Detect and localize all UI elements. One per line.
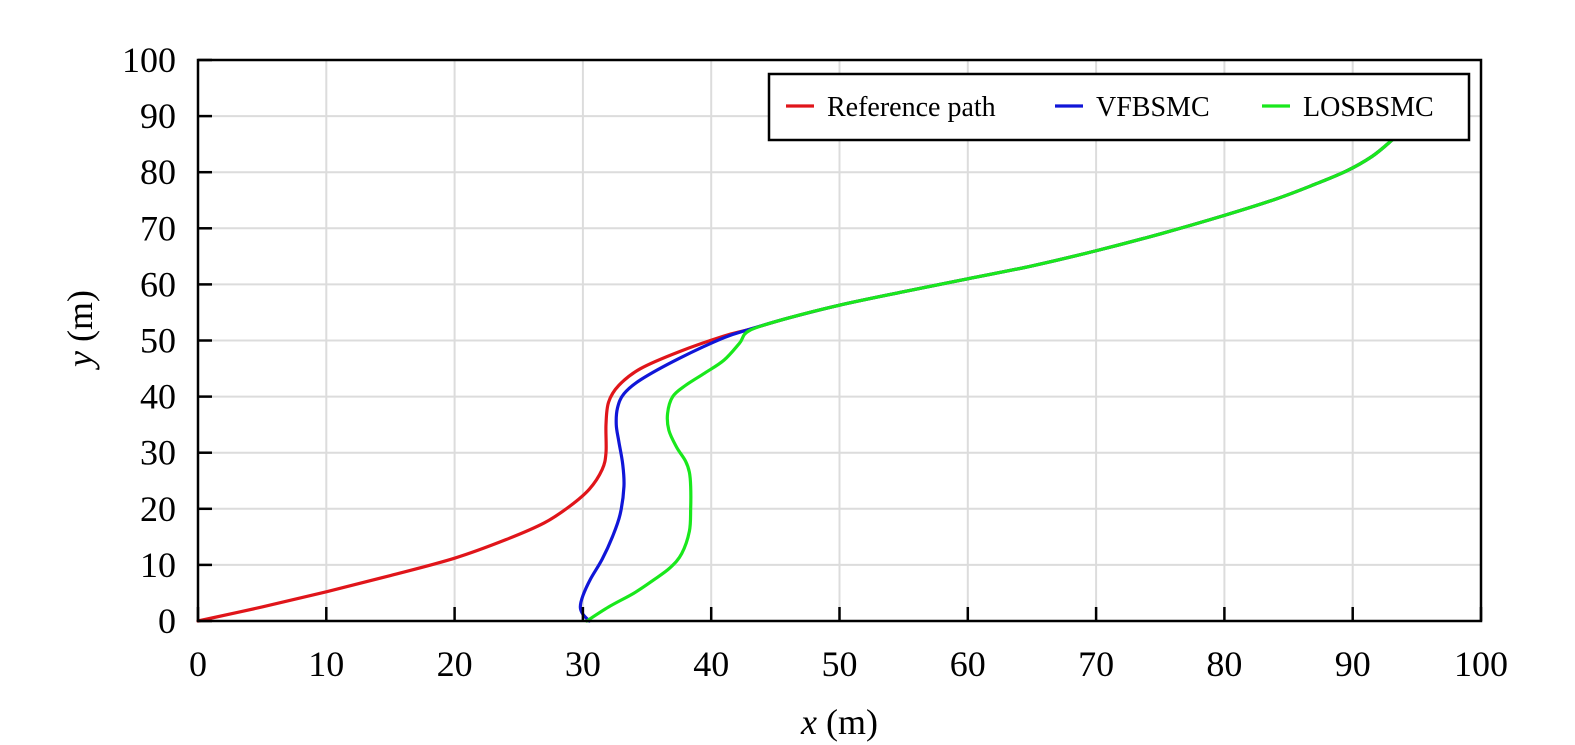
- x-tick-label: 0: [189, 644, 207, 684]
- y-tick-label: 80: [140, 152, 176, 192]
- y-axis-label-unit: (m): [60, 290, 100, 351]
- y-tick-label: 50: [140, 321, 176, 361]
- y-axis-label: y (m): [60, 290, 100, 370]
- x-tick-label: 60: [950, 644, 986, 684]
- y-tick-label: 60: [140, 264, 176, 304]
- legend: Reference path VFBSMC LOSBSMC: [767, 72, 1471, 142]
- x-tick-label: 80: [1206, 644, 1242, 684]
- x-tick-label: 20: [437, 644, 473, 684]
- y-tick-label: 40: [140, 377, 176, 417]
- y-tick-label: 90: [140, 96, 176, 136]
- y-tick-label: 20: [140, 489, 176, 529]
- x-tick-label: 100: [1454, 644, 1508, 684]
- x-axis-label-unit: (m): [817, 702, 878, 742]
- series-line-losbsmc: [585, 131, 1401, 623]
- y-tick-label: 70: [140, 208, 176, 248]
- y-tick-label: 100: [122, 40, 176, 80]
- x-tick-label: 70: [1078, 644, 1114, 684]
- tick-labels: 0 10 20 30 40 50 60 70 80 90 100 0 10 20 30 40 50 60 70 80 9…: [122, 40, 1508, 684]
- x-tick-label: 40: [693, 644, 729, 684]
- legend-label-losbsmc: LOSBSMC: [1303, 92, 1434, 123]
- x-tick-label: 10: [308, 644, 344, 684]
- x-tick-label: 30: [565, 644, 601, 684]
- y-axis-label-var: y: [60, 351, 100, 370]
- y-tick-label: 30: [140, 433, 176, 473]
- x-axis-label-var: x: [800, 702, 817, 742]
- series-group: [196, 131, 1401, 623]
- legend-box: [767, 72, 1471, 142]
- x-axis-label: x (m): [800, 702, 878, 742]
- x-tick-label: 90: [1335, 644, 1371, 684]
- ticks: [196, 58, 1483, 623]
- x-tick-label: 50: [822, 644, 858, 684]
- legend-label-reference-path: Reference path: [827, 92, 996, 123]
- legend-label-vfbsmc: VFBSMC: [1096, 92, 1210, 123]
- y-tick-label: 10: [140, 545, 176, 585]
- y-tick-label: 0: [158, 601, 176, 641]
